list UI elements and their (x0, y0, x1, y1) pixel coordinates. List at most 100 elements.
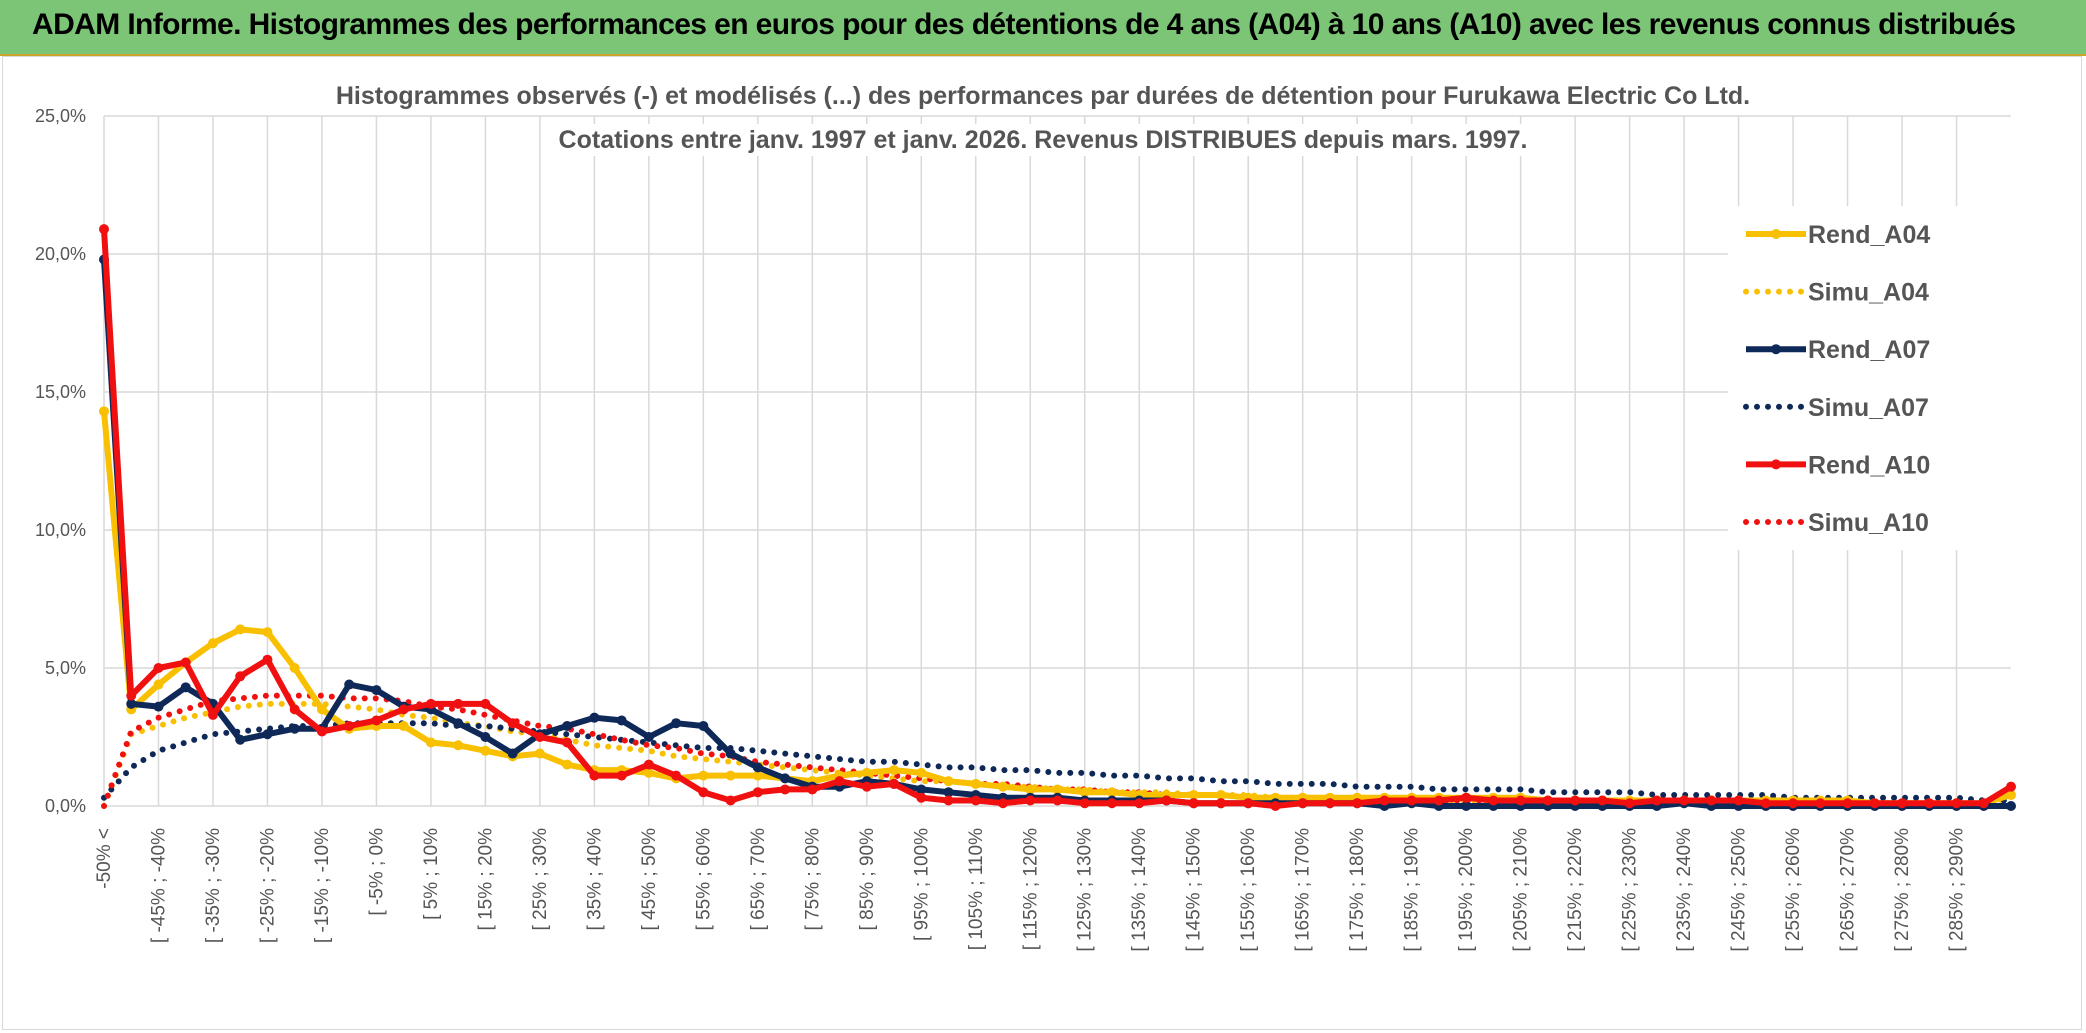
data-point (180, 682, 191, 693)
data-point (889, 765, 900, 776)
x-tick-label: [ 205% ; 210% (1511, 828, 1532, 952)
data-point (643, 767, 654, 778)
data-point (344, 679, 355, 690)
data-point (616, 715, 627, 726)
x-tick-label: [ 35% ; 40% (584, 828, 605, 931)
chart-title: Histogrammes observés (-) et modélisés (… (327, 80, 1759, 156)
data-point (1352, 798, 1363, 809)
data-point (562, 759, 573, 770)
data-point (262, 729, 273, 740)
data-point (970, 778, 981, 789)
data-point (207, 638, 218, 649)
data-point (1106, 798, 1117, 809)
data-point (1433, 795, 1444, 806)
data-point (207, 709, 218, 720)
chart-frame (2, 56, 2082, 1030)
x-tick-label: [ 255% ; 260% (1783, 828, 1804, 952)
data-point (235, 734, 246, 745)
x-tick-label: [ 55% ; 60% (693, 828, 714, 931)
data-point (153, 701, 164, 712)
series-line (101, 411, 2012, 807)
data-point (453, 718, 464, 729)
x-tick-label: [ -25% ; -20% (257, 828, 278, 943)
data-point (480, 698, 491, 709)
data-point (807, 784, 818, 795)
data-point (235, 671, 246, 682)
data-point (1924, 798, 1935, 809)
data-point (916, 792, 927, 803)
data-point (752, 770, 763, 781)
data-point (180, 657, 191, 668)
report-title: ADAM Informe. Histogrammes des performan… (32, 8, 2016, 41)
legend-label: Rend_A04 (1808, 221, 1930, 249)
legend-label: Rend_A10 (1808, 451, 1930, 479)
data-point (1161, 795, 1172, 806)
y-axis-ticks: 0,0% 5,0% 10,0% 15,0% 20,0% 25,0% (35, 106, 86, 816)
data-point (99, 406, 109, 417)
x-tick-label: [ 25% ; 30% (530, 828, 551, 931)
data-point (289, 704, 300, 715)
legend-item-rend_a07: Rend_A07 (1746, 336, 1930, 364)
data-point (126, 698, 137, 709)
data-point (398, 720, 409, 731)
data-point (998, 781, 1009, 792)
x-tick-label: [ 85% ; 90% (857, 828, 878, 931)
chart-title-backdrop (550, 124, 1536, 156)
x-tick-label: [ 65% ; 70% (748, 828, 769, 931)
series-simu_a07 (101, 720, 2014, 804)
legend-label: Simu_A04 (1808, 279, 1929, 307)
chart-title-backdrop (327, 80, 1759, 112)
legend-label: Rend_A07 (1808, 336, 1930, 364)
chart-legend: Rend_A04 Simu_A04 Rend_A07 Simu_A07 Rend_A10… (1728, 206, 2028, 550)
data-point (153, 663, 164, 673)
data-point (289, 723, 300, 734)
x-tick-label: [ 175% ; 180% (1347, 828, 1368, 952)
data-point (453, 698, 464, 709)
x-tick-label: [ 275% ; 280% (1892, 828, 1913, 952)
data-point (643, 732, 654, 742)
data-point (1733, 795, 1744, 806)
data-point (1570, 795, 1581, 806)
data-point (1951, 798, 1962, 809)
legend-item-simu_a07: Simu_A07 (1743, 394, 1929, 422)
data-point (1324, 798, 1335, 809)
series-line (101, 229, 2013, 809)
data-point (780, 784, 791, 795)
y-tick-label: 10,0% (35, 520, 86, 540)
x-tick-label: [ 45% ; 50% (639, 828, 660, 931)
chart-title-line: Cotations entre janv. 1997 et janv. 2026… (559, 126, 1528, 154)
data-point (1624, 798, 1635, 809)
data-point (1106, 787, 1117, 798)
data-point (1215, 798, 1226, 809)
data-point (1461, 792, 1472, 803)
data-point (562, 737, 573, 748)
data-point (943, 787, 954, 798)
data-point (1597, 795, 1608, 806)
x-tick-label: [ 75% ; 80% (802, 828, 823, 931)
gridlines (103, 115, 2011, 807)
data-point (1270, 801, 1281, 811)
x-tick-label: [ -5% ; 0% (366, 828, 387, 916)
y-tick-label: 0,0% (45, 796, 86, 816)
x-tick-label: [ -35% ; -30% (203, 828, 224, 943)
data-point (725, 795, 736, 806)
data-point (1243, 798, 1254, 809)
data-point (480, 745, 491, 756)
y-tick-label: 25,0% (35, 106, 86, 126)
chart-title-line: Histogrammes observés (-) et modélisés (… (336, 82, 1750, 110)
legend-item-simu_a04: Simu_A04 (1743, 279, 1929, 307)
x-tick-label: [ 285% ; 290% (1947, 828, 1968, 952)
data-point (1461, 801, 1472, 811)
x-axis-ticks: -50% < [ -45% ; -40% [ -35% ; -30% [ -25% ;… (94, 828, 1968, 952)
x-tick-label: [ 185% ; 190% (1402, 828, 1423, 952)
x-tick-label: -50% < (94, 828, 115, 889)
data-point (1025, 795, 1036, 806)
x-tick-label: [ -45% ; -40% (148, 828, 169, 943)
data-point (1651, 795, 1662, 806)
x-tick-label: [ 245% ; 250% (1729, 828, 1750, 952)
data-point (698, 720, 709, 731)
data-point (589, 770, 600, 781)
data-point (562, 720, 573, 731)
legend-box (1728, 206, 2028, 550)
